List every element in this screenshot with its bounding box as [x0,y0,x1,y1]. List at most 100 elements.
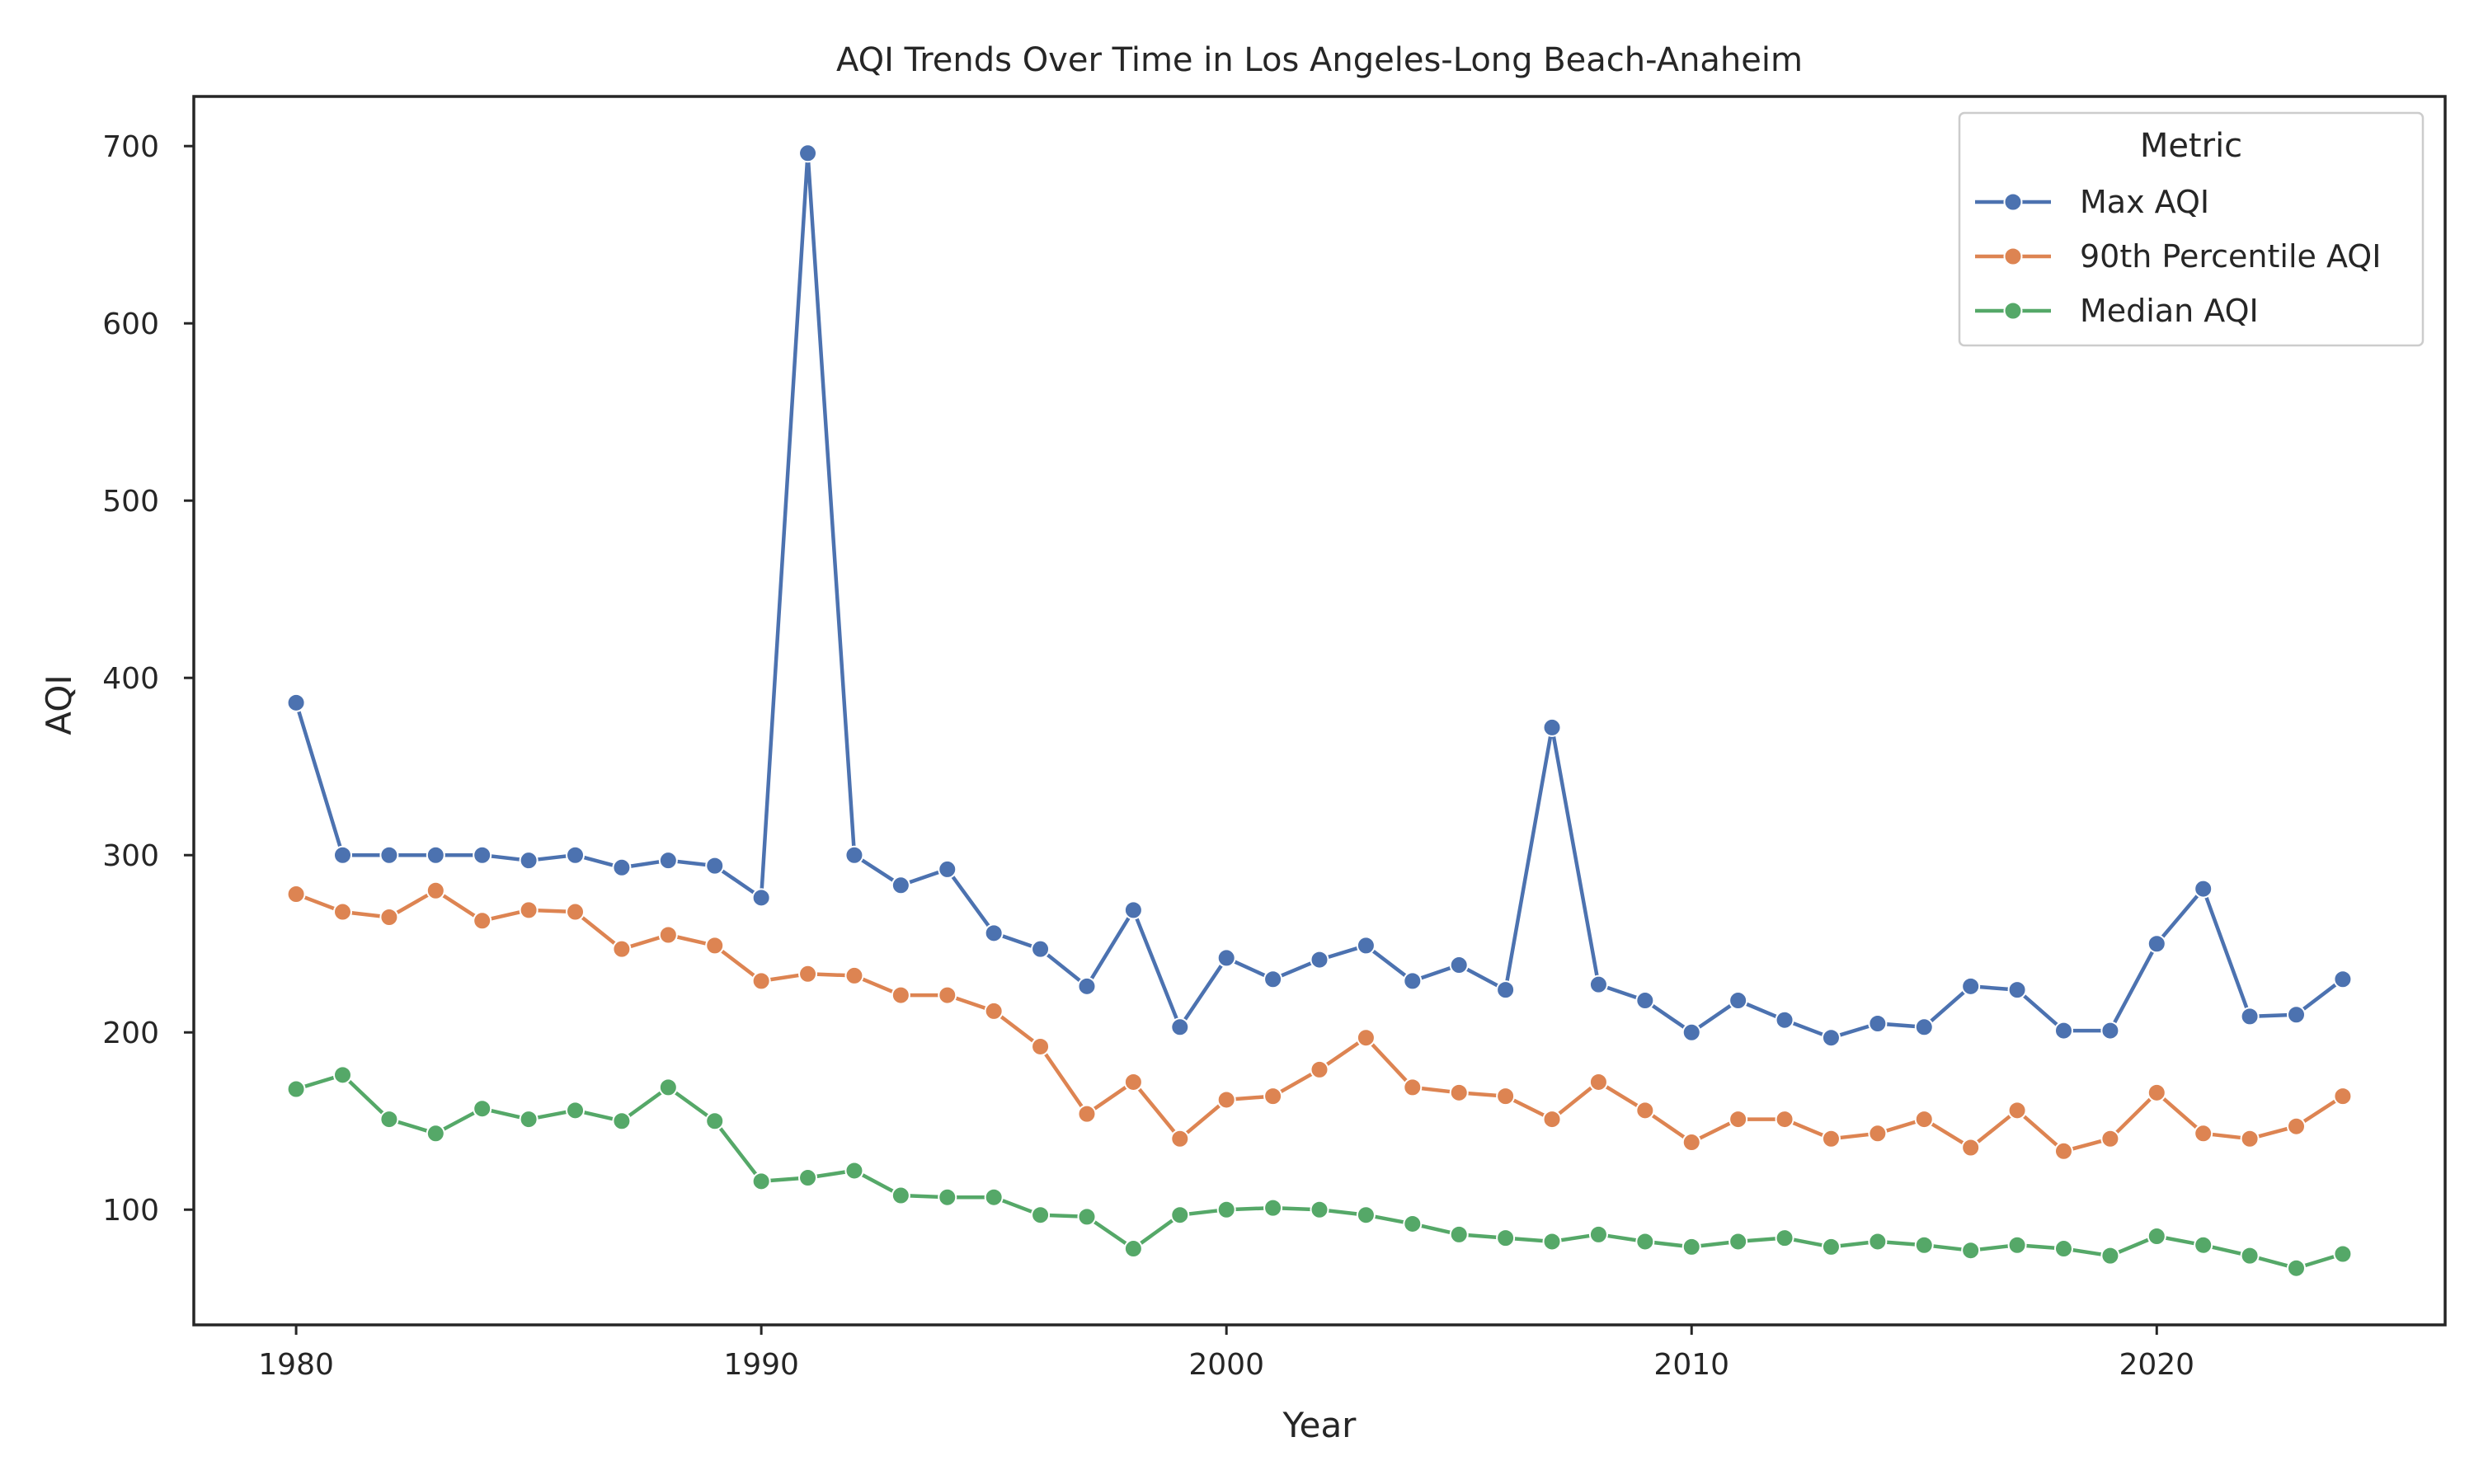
data-point [1914,1110,1934,1129]
data-point [1123,1072,1143,1092]
data-point [798,143,818,163]
data-point [751,1172,771,1191]
data-point [426,881,445,900]
data-point [1681,1133,1701,1153]
data-point [1635,1232,1655,1252]
data-point [519,851,539,871]
data-point [2053,1141,2073,1161]
data-point [1216,1090,1236,1110]
legend-items: Max AQI 90th Percentile AQI Median AQI [1975,184,2381,329]
data-point [2194,1124,2213,1144]
data-point [751,888,771,908]
data-point [2287,1258,2307,1278]
data-point [938,859,957,879]
data-point [1310,1200,1329,1219]
data-point [2007,1235,2027,1255]
data-point [426,845,445,865]
data-point [984,1187,1004,1207]
data-point [1216,1200,1236,1219]
chart-title: AQI Trends Over Time in Los Angeles-Long… [836,41,1803,79]
data-point [566,845,586,865]
data-point [1635,1101,1655,1120]
y-tick-label: 600 [102,308,159,341]
data-point [612,1111,632,1131]
data-point [1263,1087,1283,1106]
data-point [1914,1017,1934,1037]
data-point [938,985,957,1005]
data-point [658,1078,678,1097]
legend-title: Metric [2140,127,2242,165]
data-point [1729,1110,1748,1129]
data-point [1821,1028,1841,1048]
data-point [2100,1129,2120,1148]
y-axis-ticks: 100 200 300 400 500 600 700 [102,130,194,1228]
series-layer [286,143,2353,1278]
data-point [1775,1010,1794,1030]
legend-swatch-marker [2003,192,2023,212]
data-point [286,1079,306,1099]
data-point [1310,950,1329,970]
data-point [1821,1129,1841,1148]
data-point [332,1065,352,1085]
data-point [332,845,352,865]
data-point [844,845,864,865]
data-point [1356,1028,1376,1048]
data-point [2194,1235,2213,1255]
data-point [1263,970,1283,989]
data-point [1729,991,1748,1011]
data-point [519,900,539,920]
data-point [984,923,1004,943]
data-point [1123,900,1143,920]
data-point [1496,980,1516,1000]
data-point [1449,1224,1469,1244]
data-point [2100,1021,2120,1040]
data-point [2240,1246,2260,1266]
data-point [844,1161,864,1181]
data-point [1681,1022,1701,1042]
data-point [379,1110,399,1129]
data-point [1588,1224,1608,1244]
series-line [295,888,2345,1153]
data-point [1588,974,1608,994]
data-point [2053,1021,2073,1040]
y-axis-label: AQI [39,674,79,735]
data-point [844,965,864,985]
data-point [473,1099,492,1119]
data-point [1356,1205,1376,1225]
data-point [1403,971,1423,991]
series-90th-percentile-aqi [286,881,2353,1161]
data-point [1821,1237,1841,1256]
data-point [1123,1239,1143,1259]
data-point [1496,1087,1516,1106]
data-point [2007,1101,2027,1120]
y-tick-label: 300 [102,839,159,873]
data-point [2333,1244,2353,1264]
legend-box [1958,111,2425,347]
x-tick-label: 2000 [1188,1348,1264,1382]
data-point [1961,1138,1981,1158]
x-tick-label: 1980 [258,1348,334,1382]
data-point [332,902,352,922]
data-point [891,1186,910,1205]
data-point [286,693,306,712]
data-point [2147,934,2166,954]
data-point [1635,991,1655,1011]
legend-entry-label: Median AQI [2080,293,2259,329]
data-point [2007,980,2027,1000]
data-point [1449,1082,1469,1102]
data-point [2147,1226,2166,1246]
data-point [1077,1104,1097,1124]
data-point [426,1124,445,1144]
legend: Metric Max AQI 90th Percentile AQI Median … [1958,111,2425,347]
data-point [705,856,725,876]
y-tick-label: 700 [102,130,159,164]
data-point [379,907,399,927]
data-point [1681,1237,1701,1256]
data-point [1263,1198,1283,1218]
data-point [1403,1214,1423,1233]
series-median-aqi [286,1065,2353,1278]
data-point [1310,1059,1329,1079]
data-point [473,845,492,865]
data-point [984,1001,1004,1021]
data-point [2053,1239,2073,1259]
